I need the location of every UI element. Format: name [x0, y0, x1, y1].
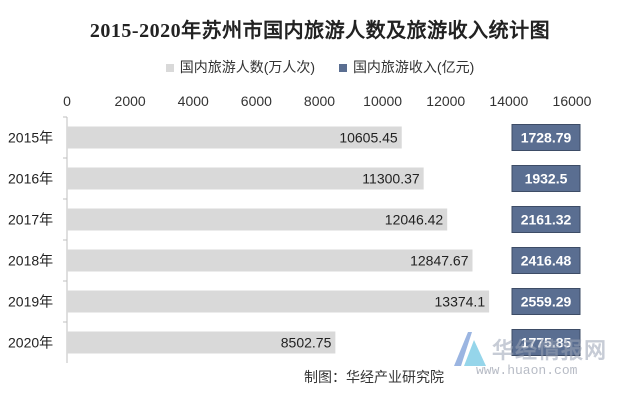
y-tick-label-0: 2015年 — [8, 130, 53, 146]
x-tick-label-2: 4000 — [178, 93, 209, 109]
x-tick-label-4: 8000 — [304, 93, 335, 109]
bar-revenue-0 — [511, 124, 581, 151]
y-tick-label-4: 2019年 — [8, 294, 53, 310]
x-tick-label-1: 2000 — [115, 93, 146, 109]
value-label-revenue-3: 2416.48 — [521, 253, 572, 269]
legend-label-revenue: 国内旅游收入(亿元) — [352, 59, 475, 75]
value-label-revenue-5: 1775.85 — [521, 335, 572, 351]
x-tick-label-3: 6000 — [241, 93, 272, 109]
bar-revenue-3 — [511, 247, 581, 274]
y-tick-label-2: 2017年 — [8, 212, 53, 228]
bar-revenue-5 — [511, 329, 581, 356]
y-tick-label-1: 2016年 — [8, 171, 53, 187]
legend-swatch-visitors — [165, 64, 174, 73]
value-label-visitors-2: 12046.42 — [385, 212, 444, 228]
bar-visitors-3 — [67, 249, 473, 272]
x-tick-label-5: 10000 — [363, 93, 402, 109]
legend-item-visitors[interactable]: 国内旅游人数(万人次) — [165, 57, 316, 77]
x-tick-label-6: 12000 — [426, 93, 465, 109]
watermark-url: www.huaon.com — [476, 363, 578, 378]
bar-visitors-0 — [67, 126, 402, 149]
bar-revenue-2 — [511, 206, 581, 233]
y-tick-label-5: 2020年 — [8, 335, 53, 351]
chart-title: 2015-2020年苏州市国内旅游人数及旅游收入统计图 — [89, 20, 551, 42]
value-label-visitors-0: 10605.45 — [339, 130, 398, 146]
bar-visitors-5 — [67, 331, 336, 354]
bar-visitors-4 — [67, 290, 490, 313]
bar-visitors-1 — [67, 167, 424, 190]
huaon-logo-icon — [454, 332, 486, 366]
value-label-visitors-3: 12847.67 — [410, 253, 469, 269]
watermark-name: 华经情报网 — [492, 338, 608, 363]
value-label-revenue-4: 2559.29 — [521, 294, 572, 310]
value-label-visitors-4: 13374.1 — [435, 294, 486, 310]
legend-item-revenue[interactable]: 国内旅游收入(亿元) — [338, 57, 475, 77]
source-credit: 制图：华经产业研究院 — [304, 369, 444, 385]
x-tick-label-0: 0 — [63, 93, 71, 109]
bar-revenue-4 — [511, 288, 581, 315]
bar-visitors-2 — [67, 208, 448, 231]
x-tick-label-8: 16000 — [553, 93, 592, 109]
watermark: 华经情报网 www.huaon.com — [440, 330, 635, 378]
chart-legend: 国内旅游人数(万人次) 国内旅游收入(亿元) — [0, 57, 640, 77]
bar-revenue-1 — [511, 165, 581, 192]
value-label-revenue-0: 1728.79 — [521, 130, 572, 146]
value-label-revenue-1: 1932.5 — [525, 171, 568, 187]
legend-swatch-revenue — [338, 64, 347, 73]
value-label-revenue-2: 2161.32 — [521, 212, 572, 228]
legend-label-visitors: 国内旅游人数(万人次) — [179, 59, 316, 75]
value-label-visitors-5: 8502.75 — [281, 335, 332, 351]
x-tick-label-7: 14000 — [489, 93, 528, 109]
value-label-visitors-1: 11300.37 — [362, 171, 420, 187]
y-tick-label-3: 2018年 — [8, 253, 53, 269]
